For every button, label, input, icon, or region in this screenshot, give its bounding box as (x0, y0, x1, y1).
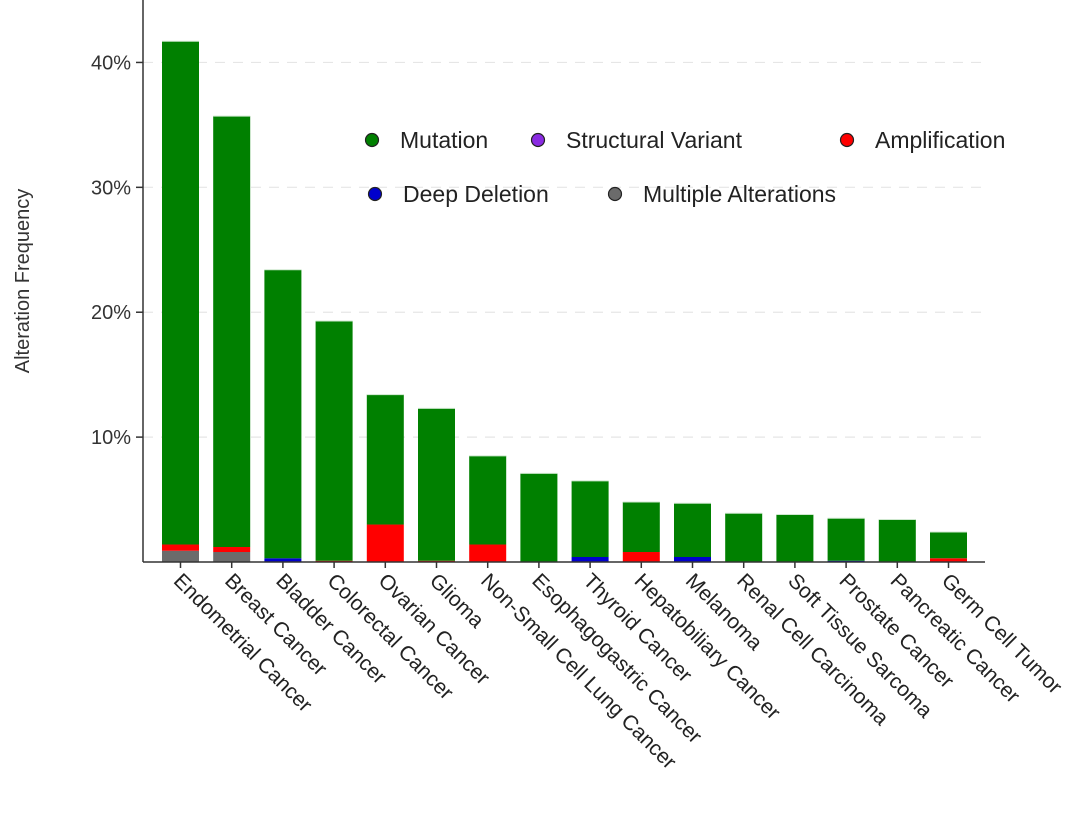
bar-segment-deep-deletion (571, 557, 609, 562)
legend-swatch (364, 132, 380, 148)
bar-segment-mutation (622, 502, 660, 553)
legend-swatch (530, 132, 546, 148)
bar-stack-renal-cell-carcinoma (725, 512, 763, 562)
bar-stack-hepatobiliary-cancer (622, 501, 660, 562)
bar-segment-mutation (571, 480, 609, 558)
bar-segment-multiple-alterations (162, 550, 199, 562)
legend-label: Mutation (400, 127, 488, 153)
bar-stack-ovarian-cancer (366, 394, 404, 562)
bar-segment-amplification (162, 544, 199, 551)
bar-stack-endometrial-cancer (162, 40, 199, 562)
bar-segment-deep-deletion (674, 557, 711, 562)
legend-label: Amplification (875, 127, 1005, 153)
bar-segment-amplification (469, 544, 507, 562)
bar-stack-non-small-cell-lung-cancer (469, 455, 507, 562)
y-tick-label: 10% (91, 427, 131, 449)
bar-stack-pancreatic-cancer (878, 519, 916, 562)
bar-segment-mutation (827, 518, 865, 561)
bar-segment-deep-deletion (264, 558, 302, 562)
legend-swatch (367, 186, 383, 202)
bar-segment-mutation (213, 116, 251, 548)
bar-stack-thyroid-cancer (571, 480, 609, 562)
bar-segment-multiple-alterations (213, 552, 251, 562)
legend: Mutation Structural Variant Amplification D… (364, 127, 1005, 207)
bar-stack-glioma (418, 407, 455, 562)
bar-segment-mutation (725, 513, 763, 562)
bar-segment-mutation (366, 394, 404, 525)
bar-stack-colorectal-cancer (315, 320, 353, 562)
bar-stack-esophagogastric-cancer (520, 472, 558, 562)
legend-item-deep-deletion: Deep Deletion (367, 181, 549, 207)
bar-segment-amplification (930, 558, 967, 562)
bar-segment-mutation (315, 320, 353, 561)
bar-segment-amplification (622, 552, 660, 562)
bar-segment-mutation (162, 41, 199, 545)
bar-segment-mutation (264, 269, 302, 559)
bar-segment-mutation (520, 473, 558, 562)
bar-segment-mutation (469, 455, 507, 545)
bar-stack-prostate-cancer (827, 517, 865, 562)
y-tick-labels: 10% 20% 30% 40% (91, 52, 143, 449)
bar-stack-bladder-cancer (264, 269, 302, 562)
legend-item-multiple-alterations: Multiple Alterations (607, 181, 836, 207)
bar-segment-mutation (930, 532, 967, 559)
bar-stacks (162, 40, 967, 562)
bar-stack-melanoma (674, 502, 711, 562)
bar-stack-germ-cell-tumor (930, 531, 967, 562)
y-tick-label: 30% (91, 177, 131, 199)
legend-swatch (607, 186, 623, 202)
bar-segment-amplification (366, 524, 404, 562)
grid-lines (143, 61, 985, 438)
legend-swatch (839, 132, 855, 148)
legend-label: Structural Variant (566, 127, 743, 153)
bar-stack-breast-cancer (213, 115, 251, 562)
bar-segment-mutation (418, 408, 455, 561)
y-tick-label: 20% (91, 302, 131, 324)
legend-item-structural-variant: Structural Variant (530, 127, 743, 153)
y-axis-title: Alteration Frequency (12, 189, 34, 374)
y-tick-label: 40% (91, 52, 131, 74)
legend-item-amplification: Amplification (839, 127, 1005, 153)
bar-stack-soft-tissue-sarcoma (776, 514, 814, 562)
bar-segment-mutation (776, 514, 814, 562)
legend-item-mutation: Mutation (364, 127, 488, 153)
legend-label: Multiple Alterations (643, 181, 836, 207)
bar-segment-amplification (213, 547, 251, 553)
bar-segment-mutation (878, 519, 916, 562)
legend-label: Deep Deletion (403, 181, 549, 207)
bar-segment-mutation (674, 503, 711, 558)
